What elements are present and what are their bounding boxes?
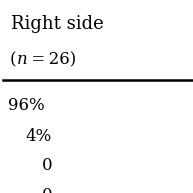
Text: (: ( xyxy=(9,51,16,68)
Text: Right side: Right side xyxy=(11,15,104,33)
Text: = 26): = 26) xyxy=(27,51,76,68)
Text: 96%: 96% xyxy=(8,96,44,113)
Text: 0: 0 xyxy=(42,157,53,174)
Text: 0: 0 xyxy=(42,187,53,193)
Text: n: n xyxy=(17,51,28,68)
Text: 4%: 4% xyxy=(26,128,52,145)
